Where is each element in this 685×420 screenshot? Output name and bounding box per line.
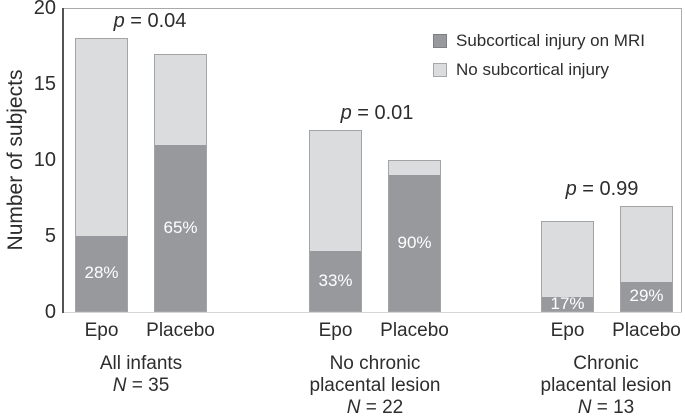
- y-tick-label: 0: [44, 301, 56, 323]
- y-tick-label: 20: [33, 0, 56, 19]
- group-label: All infants N = 35: [99, 353, 183, 396]
- legend-item-injury: Subcortical injury on MRI: [433, 31, 645, 51]
- p-value-label: p = 0.04: [113, 10, 187, 33]
- pct-label: 33%: [318, 271, 353, 291]
- bar-placebo-group3: 29%: [620, 205, 673, 312]
- group-label: No chronic placental lesion N = 22: [309, 353, 441, 418]
- bar-placebo-group2: 90%: [388, 160, 441, 312]
- bar-segment-injury: 28%: [76, 235, 127, 311]
- bar-epo-group2: 33%: [309, 129, 362, 312]
- legend-label: No subcortical injury: [456, 60, 610, 79]
- legend-swatch-injury: [433, 34, 447, 48]
- y-tick-label: 15: [33, 73, 56, 95]
- x-tick-label-placebo: Placebo: [146, 320, 215, 341]
- legend-label: Subcortical injury on MRI: [456, 31, 645, 50]
- legend-item-no_injury: No subcortical injury: [433, 60, 609, 80]
- pct-label: 28%: [84, 263, 119, 283]
- legend-swatch-no_injury: [433, 63, 447, 77]
- pct-label: 17%: [550, 293, 585, 313]
- pct-label: 29%: [629, 286, 664, 306]
- bar-segment-injury: 33%: [310, 251, 361, 311]
- y-tick-label: 5: [44, 225, 56, 247]
- bar-placebo-group1: 65%: [154, 53, 207, 312]
- bar-segment-injury: 90%: [389, 175, 440, 311]
- bar-segment-injury: 29%: [621, 281, 672, 311]
- plot-border-right: [681, 8, 682, 313]
- x-tick-label-epo: Epo: [550, 320, 585, 341]
- bar-segment-injury: 65%: [155, 144, 206, 311]
- bar-segment-injury: 17%: [542, 293, 593, 313]
- bar-epo-group3: 17%: [541, 220, 594, 313]
- x-tick-label-placebo: Placebo: [380, 320, 449, 341]
- pct-label: 65%: [163, 217, 198, 237]
- p-value-label: p = 0.99: [565, 177, 639, 200]
- bar-epo-group1: 28%: [75, 38, 128, 312]
- x-tick-label-epo: Epo: [318, 320, 353, 341]
- y-axis-line: [62, 8, 64, 313]
- x-axis-line: [62, 312, 682, 313]
- pct-label: 90%: [397, 233, 432, 253]
- p-value-label: p = 0.01: [340, 101, 414, 124]
- plot-border-top: [62, 8, 682, 9]
- x-tick-label-epo: Epo: [84, 320, 119, 341]
- y-tick-label: 10: [33, 149, 56, 171]
- group-label: Chronic placental lesion N = 13: [540, 353, 672, 418]
- x-tick-label-placebo: Placebo: [612, 320, 681, 341]
